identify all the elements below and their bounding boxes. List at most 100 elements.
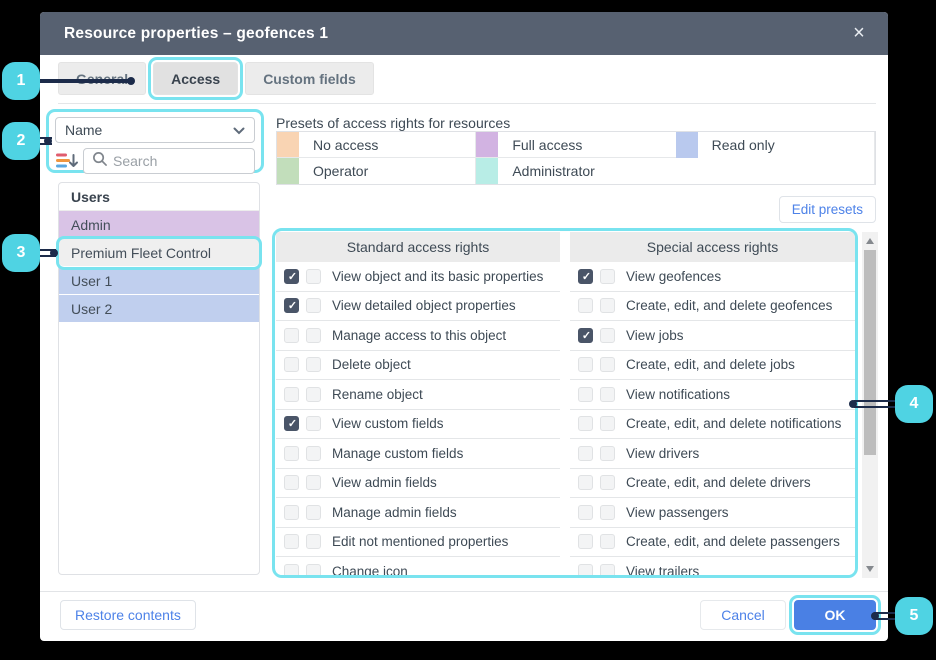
access-right-checkbox[interactable] [284, 504, 299, 520]
sort-order-icon[interactable] [55, 150, 79, 172]
access-right-row: View admin fields [276, 468, 560, 498]
access-right-secondary-checkbox[interactable] [600, 298, 615, 314]
callout-badge-1: 1 [2, 62, 40, 100]
access-right-secondary-checkbox[interactable] [306, 416, 321, 432]
access-right-checkbox[interactable] [284, 534, 299, 550]
access-right-label: View drivers [626, 445, 700, 461]
scrollbar-thumb[interactable] [864, 250, 876, 455]
tab-custom-fields[interactable]: Custom fields [245, 62, 374, 95]
access-right-label: Create, edit, and delete drivers [626, 475, 811, 491]
preset-item[interactable]: Administrator [476, 158, 675, 184]
access-right-checkbox[interactable] [578, 445, 593, 461]
resource-properties-dialog: Resource properties – geofences 1 × Gene… [40, 12, 888, 641]
access-right-label: View admin fields [332, 475, 437, 491]
user-name: User 2 [71, 301, 113, 317]
access-right-checkbox[interactable] [284, 386, 299, 402]
ok-button[interactable]: OK [789, 595, 881, 635]
user-list-item[interactable]: User 1 [59, 267, 259, 295]
access-right-secondary-checkbox[interactable] [600, 386, 615, 402]
sort-field-select[interactable]: Name [55, 117, 255, 143]
access-right-secondary-checkbox[interactable] [600, 327, 615, 343]
user-list-item[interactable]: Premium Fleet Control [59, 239, 259, 267]
access-right-label: View notifications [626, 386, 731, 402]
access-right-secondary-checkbox[interactable] [306, 475, 321, 491]
access-right-secondary-checkbox[interactable] [600, 268, 615, 284]
access-right-secondary-checkbox[interactable] [600, 563, 615, 575]
access-right-secondary-checkbox[interactable] [306, 386, 321, 402]
edit-presets-button[interactable]: Edit presets [778, 196, 876, 223]
access-right-checkbox[interactable] [578, 386, 593, 402]
access-right-row: View trailers [570, 557, 855, 575]
access-right-checkbox[interactable] [578, 534, 593, 550]
access-right-checkbox[interactable] [578, 357, 593, 373]
access-right-secondary-checkbox[interactable] [600, 475, 615, 491]
close-icon[interactable]: × [853, 22, 865, 44]
access-right-checkbox[interactable] [284, 327, 299, 343]
preset-item[interactable] [676, 158, 875, 184]
access-right-checkbox[interactable] [578, 268, 594, 285]
access-right-secondary-checkbox[interactable] [306, 357, 321, 373]
access-right-checkbox[interactable] [284, 563, 299, 575]
user-list-item[interactable]: User 2 [59, 295, 259, 323]
access-right-secondary-checkbox[interactable] [306, 445, 321, 461]
access-right-checkbox[interactable] [284, 268, 300, 285]
dialog-title: Resource properties – geofences 1 [64, 24, 329, 42]
preset-item[interactable]: Full access [476, 132, 676, 158]
callout-badge-4: 4 [895, 385, 933, 423]
access-right-secondary-checkbox[interactable] [600, 445, 615, 461]
scroll-down-icon[interactable] [866, 566, 874, 572]
user-name: Premium Fleet Control [71, 245, 212, 261]
access-right-row: View geofences [570, 262, 855, 292]
access-right-checkbox[interactable] [284, 416, 300, 432]
scroll-up-icon[interactable] [866, 238, 874, 244]
access-right-label: View object and its basic properties [332, 268, 544, 284]
access-right-secondary-checkbox[interactable] [600, 534, 615, 550]
preset-item[interactable]: No access [277, 132, 477, 158]
access-right-checkbox[interactable] [284, 475, 299, 491]
cancel-button[interactable]: Cancel [700, 600, 786, 630]
access-right-secondary-checkbox[interactable] [306, 504, 321, 520]
restore-contents-button[interactable]: Restore contents [60, 600, 196, 630]
preset-color-swatch [476, 132, 499, 157]
dialog-header: Resource properties – geofences 1 × [40, 12, 888, 55]
search-input[interactable] [113, 153, 246, 169]
access-right-row: Create, edit, and delete jobs [570, 350, 855, 380]
standard-rights-rows: View object and its basic properties Vie… [276, 262, 560, 578]
access-right-checkbox[interactable] [578, 475, 593, 491]
access-right-secondary-checkbox[interactable] [600, 416, 615, 432]
access-right-label: Manage access to this object [332, 327, 507, 343]
access-right-label: Change icon [332, 563, 408, 578]
access-right-secondary-checkbox[interactable] [306, 563, 321, 575]
rights-scrollbar[interactable] [862, 232, 878, 578]
access-right-checkbox[interactable] [578, 563, 593, 575]
access-right-row: Create, edit, and delete drivers [570, 468, 855, 498]
search-field[interactable] [83, 148, 255, 174]
access-right-checkbox[interactable] [284, 298, 300, 314]
access-right-checkbox[interactable] [284, 445, 299, 461]
access-right-row: Create, edit, and delete notifications [570, 409, 855, 439]
access-right-checkbox[interactable] [578, 298, 593, 314]
preset-item[interactable]: Operator [277, 158, 477, 184]
callout-line-4 [854, 400, 898, 408]
standard-rights-table: Standard access rights View object and i… [276, 232, 560, 578]
access-right-checkbox[interactable] [578, 504, 593, 520]
preset-name: Operator [313, 163, 369, 179]
access-rights-panel: Standard access rights View object and i… [272, 228, 858, 578]
access-right-secondary-checkbox[interactable] [306, 268, 321, 284]
access-right-checkbox[interactable] [578, 416, 593, 432]
callout-line-3 [36, 249, 56, 257]
callout-dot-3 [50, 249, 58, 257]
access-right-secondary-checkbox[interactable] [306, 534, 321, 550]
access-right-checkbox[interactable] [578, 327, 594, 344]
access-right-secondary-checkbox[interactable] [306, 298, 321, 314]
user-filter-panel: Name [46, 109, 264, 174]
user-list-item[interactable]: Admin [59, 211, 259, 239]
preset-item[interactable]: Read only [675, 132, 875, 158]
access-right-secondary-checkbox[interactable] [600, 504, 615, 520]
access-right-secondary-checkbox[interactable] [306, 327, 321, 343]
access-right-row: Delete object [276, 350, 560, 380]
access-right-label: Manage admin fields [332, 504, 457, 520]
tab-access[interactable]: Access [148, 57, 244, 100]
access-right-secondary-checkbox[interactable] [600, 357, 615, 373]
access-right-checkbox[interactable] [284, 357, 299, 373]
